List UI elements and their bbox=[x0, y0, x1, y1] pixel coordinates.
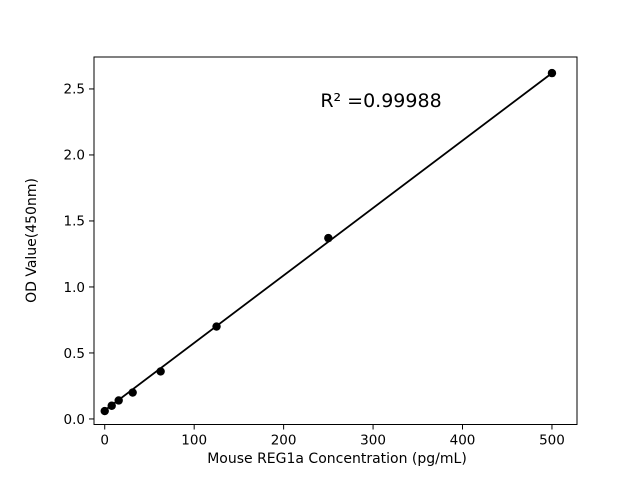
data-point bbox=[107, 401, 116, 410]
data-point bbox=[156, 367, 165, 376]
y-axis-label: OD Value(450nm) bbox=[24, 178, 40, 303]
x-axis-label: Mouse REG1a Concentration (pg/mL) bbox=[207, 451, 467, 467]
y-tick-label: 1.5 bbox=[64, 214, 85, 230]
y-tick-label: 0.5 bbox=[64, 346, 85, 362]
x-tick-label: 200 bbox=[271, 433, 297, 449]
y-tick-label: 0.0 bbox=[64, 412, 85, 428]
axis-ticks: 0 100 200 300 400 500 0.0 0.5 1.0 1.5 2.0 2.5 bbox=[64, 82, 565, 449]
data-point bbox=[128, 388, 137, 397]
data-point bbox=[547, 68, 557, 78]
y-tick-label: 1.0 bbox=[64, 280, 85, 296]
data-point bbox=[100, 406, 109, 416]
r-squared-annotation: R² =0.99988 bbox=[320, 90, 441, 112]
x-tick-label: 500 bbox=[539, 433, 565, 449]
y-tick-label: 2.5 bbox=[64, 82, 85, 98]
data-point bbox=[212, 322, 221, 331]
x-tick-label: 300 bbox=[360, 433, 386, 449]
plot-frame-rect bbox=[93, 56, 578, 425]
x-tick-label: 100 bbox=[181, 433, 207, 449]
y-tick-label: 2.0 bbox=[64, 148, 85, 164]
data-point bbox=[114, 396, 123, 405]
data-point bbox=[324, 233, 333, 243]
data-series bbox=[100, 68, 557, 416]
x-tick-label: 0 bbox=[100, 433, 109, 449]
plot-frame bbox=[93, 56, 578, 425]
x-tick-label: 400 bbox=[450, 433, 476, 449]
